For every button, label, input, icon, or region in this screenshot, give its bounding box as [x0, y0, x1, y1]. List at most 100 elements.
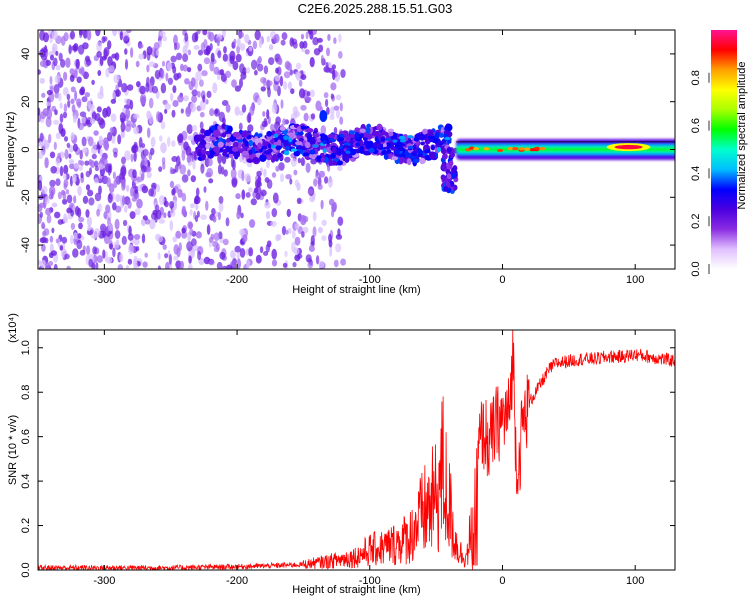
signal-spot	[407, 145, 414, 149]
y-axis-label: SNR (10 * v/v)	[7, 415, 19, 485]
signal-blob	[217, 124, 222, 131]
x-tick-label: -300	[93, 274, 115, 286]
colorbar-tick-label: 0.8	[690, 70, 702, 85]
noise-blob	[292, 261, 297, 268]
noise-blob	[78, 222, 83, 230]
signal-blob	[197, 134, 206, 140]
noise-blob	[216, 36, 220, 47]
noise-blob	[187, 67, 192, 73]
noise-blob	[55, 50, 59, 56]
noise-blob	[246, 259, 251, 269]
noise-blob	[72, 248, 79, 258]
noise-blob	[139, 85, 146, 95]
signal-blob	[413, 158, 420, 164]
noise-blob	[151, 85, 159, 94]
chart-title: C2E6.2025.288.15.51.G03	[297, 1, 453, 16]
noise-blob	[51, 30, 58, 40]
noise-blob	[230, 260, 237, 267]
noise-blob	[164, 253, 169, 259]
noise-blob	[44, 157, 49, 169]
noise-blob	[148, 97, 154, 109]
noise-blob	[222, 117, 226, 125]
noise-blob	[182, 95, 189, 102]
signal-spot	[407, 135, 414, 139]
signal-blob	[200, 139, 207, 146]
noise-blob	[141, 143, 146, 149]
noise-blob	[60, 59, 66, 68]
noise-blob	[73, 162, 80, 169]
noise-blob	[125, 108, 131, 119]
signal-spot	[309, 139, 316, 145]
noise-blob	[169, 180, 175, 188]
noise-blob	[181, 174, 189, 183]
noise-blob	[88, 136, 94, 147]
noise-blob	[91, 153, 97, 160]
noise-blob	[304, 49, 310, 55]
noise-blob	[92, 246, 97, 255]
x-tick-label: 100	[626, 274, 644, 286]
signal-spot	[288, 137, 293, 143]
noise-blob	[241, 189, 246, 200]
noise-blob	[217, 50, 222, 59]
noise-blob	[258, 37, 262, 49]
noise-blob	[249, 105, 255, 116]
noise-blob	[71, 45, 78, 51]
noise-blob	[173, 244, 179, 255]
noise-blob	[330, 93, 334, 100]
tone-peak	[539, 147, 546, 151]
noise-blob	[88, 104, 95, 111]
noise-blob	[64, 149, 69, 160]
noise-blob	[39, 30, 46, 41]
noise-blob	[124, 48, 128, 55]
noise-blob	[212, 216, 217, 223]
noise-blob	[49, 151, 56, 159]
noise-blob	[53, 141, 57, 150]
noise-blob	[85, 119, 92, 125]
signal-spot	[262, 145, 267, 150]
noise-blob	[78, 164, 83, 171]
noise-blob	[170, 55, 177, 63]
noise-blob	[77, 44, 85, 55]
noise-blob	[190, 175, 196, 183]
noise-blob	[290, 158, 297, 167]
noise-blob	[115, 89, 121, 97]
noise-blob	[97, 70, 102, 76]
noise-blob	[125, 264, 130, 269]
noise-blob	[229, 55, 235, 65]
noise-blob	[337, 165, 343, 172]
noise-blob	[268, 57, 275, 66]
noise-blob	[248, 187, 253, 193]
noise-blob	[41, 185, 48, 195]
signal-blob	[248, 149, 253, 155]
noise-blob	[165, 261, 170, 269]
signal-spot	[283, 135, 290, 141]
noise-blob	[289, 69, 293, 76]
noise-blob	[105, 204, 111, 214]
noise-blob	[99, 85, 104, 96]
noise-blob	[328, 198, 335, 206]
noise-blob	[317, 226, 323, 234]
noise-blob	[171, 109, 176, 118]
noise-blob	[222, 53, 229, 62]
noise-blob	[203, 39, 208, 49]
x-axis-label: Height of straight line (km)	[292, 584, 420, 596]
noise-blob	[160, 142, 167, 154]
noise-blob	[323, 66, 331, 73]
noise-blob	[58, 52, 63, 62]
noise-blob	[91, 262, 96, 269]
signal-blob	[363, 150, 371, 156]
noise-blob	[180, 63, 184, 72]
noise-blob	[295, 62, 302, 70]
noise-blob	[291, 229, 296, 239]
noise-blob	[221, 154, 227, 165]
y-tick-label: 20	[20, 96, 32, 108]
noise-blob	[181, 227, 186, 234]
noise-blob	[134, 208, 141, 216]
signal-blob	[244, 140, 249, 147]
noise-blob	[187, 135, 195, 141]
signal-blob	[233, 150, 241, 158]
noise-blob	[335, 94, 342, 101]
noise-blob	[69, 74, 75, 83]
signal-blob	[252, 157, 259, 162]
noise-blob	[89, 167, 92, 175]
